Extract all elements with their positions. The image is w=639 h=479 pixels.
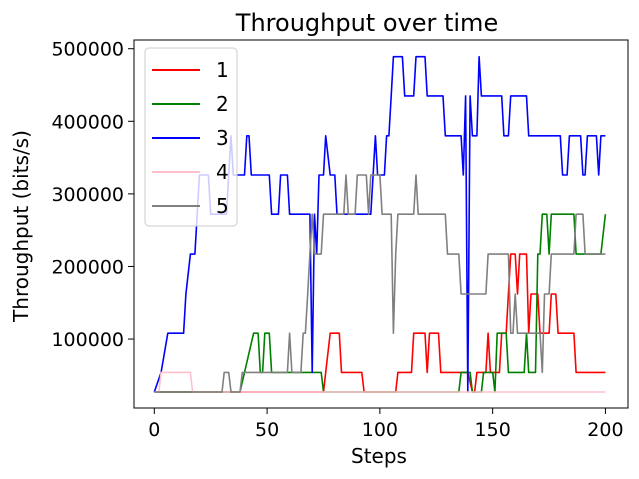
series-line-5 xyxy=(154,174,606,393)
y-axis-ticks: 100000 200000 300000 400000 500000 xyxy=(51,39,134,351)
series-line-2 xyxy=(154,213,607,393)
x-tick-label: 0 xyxy=(148,419,160,441)
y-tick-label: 400000 xyxy=(51,111,124,133)
legend-label-2: 2 xyxy=(216,92,229,116)
legend-label-4: 4 xyxy=(216,160,229,184)
y-tick-label: 100000 xyxy=(51,329,124,351)
y-tick-label: 500000 xyxy=(51,39,124,61)
x-axis-ticks: 0 50 100 150 200 xyxy=(148,408,624,441)
plot-frame xyxy=(133,39,629,409)
y-tick-label: 200000 xyxy=(51,256,124,278)
legend-label-3: 3 xyxy=(216,126,229,150)
legend-label-5: 5 xyxy=(216,194,229,218)
legend-label-1: 1 xyxy=(216,58,229,82)
x-axis-label: Steps xyxy=(351,444,407,468)
y-tick-label: 300000 xyxy=(51,184,124,206)
x-tick-label: 150 xyxy=(475,419,511,441)
legend: 1 2 3 4 5 xyxy=(144,47,238,227)
y-axis-label: Throughput (bits/s) xyxy=(9,130,33,323)
chart-title: Throughput over time xyxy=(235,9,498,37)
x-tick-label: 200 xyxy=(587,419,623,441)
x-tick-label: 50 xyxy=(255,419,279,441)
x-tick-label: 100 xyxy=(362,419,398,441)
